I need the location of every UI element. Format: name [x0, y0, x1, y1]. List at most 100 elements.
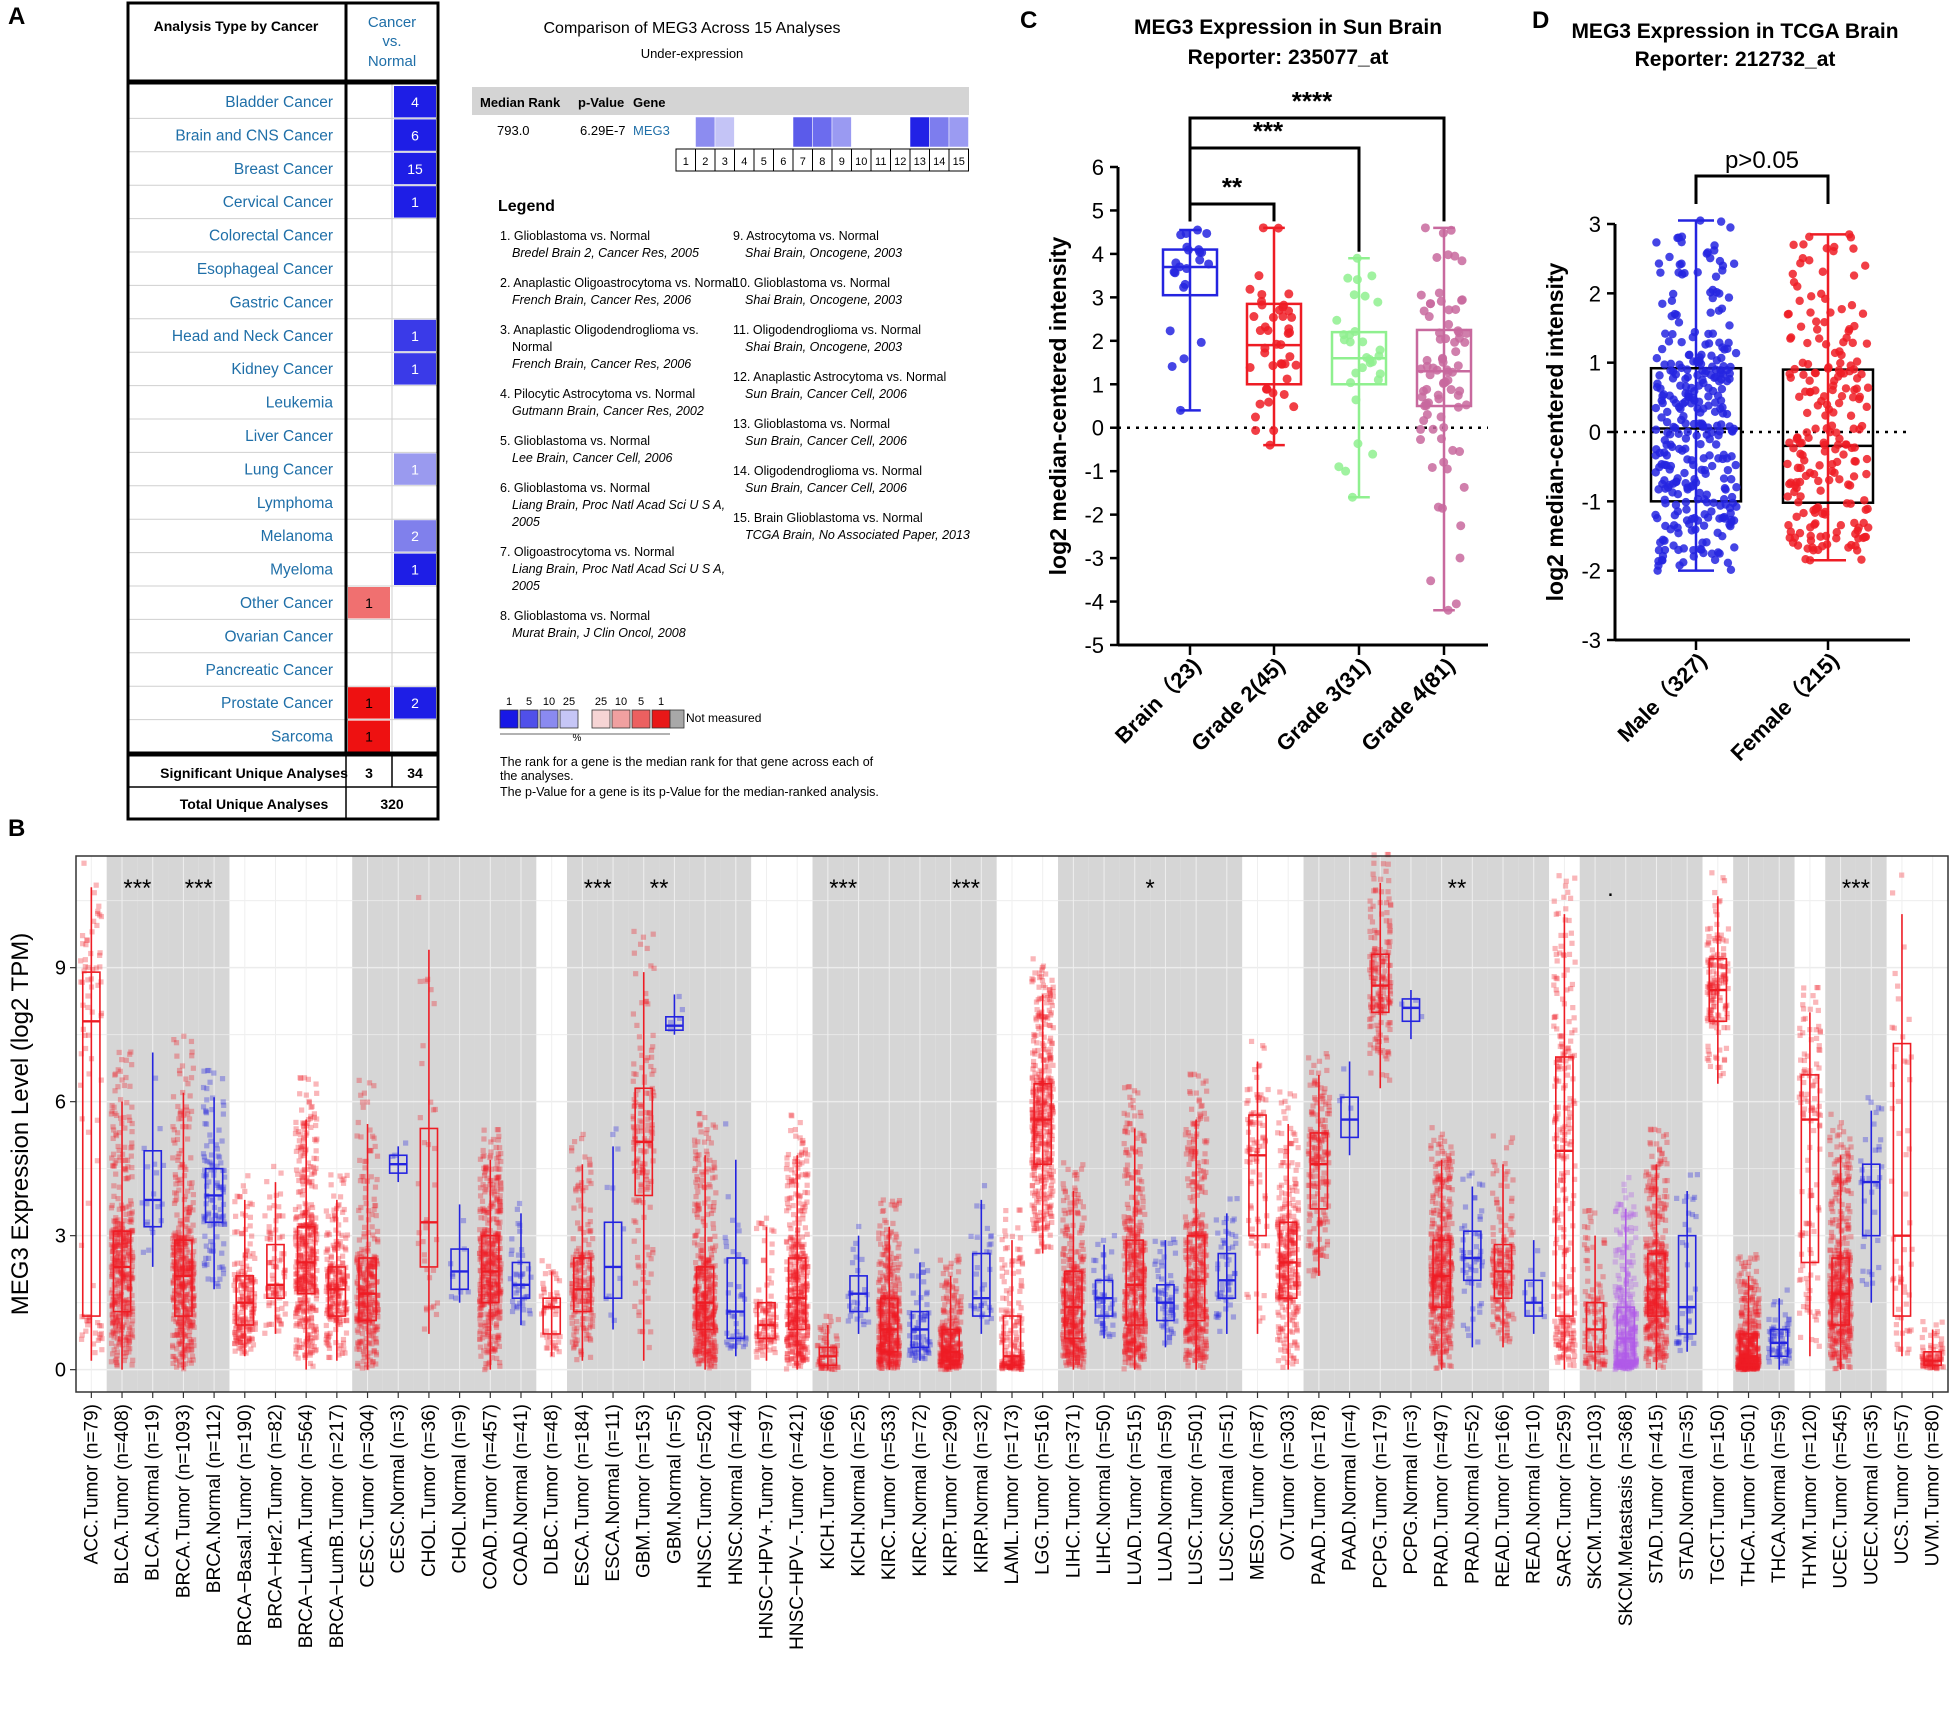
- gene-link[interactable]: MEG3: [633, 123, 670, 138]
- cancer-name[interactable]: Lung Cancer: [244, 461, 333, 478]
- sample-point: [638, 1110, 644, 1116]
- sample-point: [371, 1347, 377, 1354]
- sample-point: [218, 1221, 224, 1227]
- cancer-row[interactable]: Breast Cancer 15: [128, 152, 438, 186]
- sample-point: [362, 1195, 368, 1201]
- sample-point: [313, 1122, 319, 1129]
- sample-point: [266, 1321, 272, 1327]
- cancer-name[interactable]: Brain and CNS Cancer: [175, 127, 333, 144]
- sample-point: [354, 1313, 360, 1319]
- cancer-row[interactable]: Gastric Cancer: [128, 294, 438, 320]
- sample-point: [372, 1143, 378, 1150]
- cancer-row[interactable]: Lymphoma: [128, 495, 438, 520]
- data-point: [1690, 475, 1699, 484]
- sample-point: [175, 1240, 181, 1246]
- data-point: [1457, 295, 1467, 305]
- cancer-name[interactable]: Ovarian Cancer: [224, 628, 333, 645]
- cancer-row[interactable]: Myeloma 1: [128, 553, 438, 587]
- cancer-name[interactable]: Other Cancer: [240, 595, 333, 612]
- sample-point: [361, 1178, 367, 1184]
- cancer-name[interactable]: Head and Neck Cancer: [172, 328, 333, 345]
- cancer-row[interactable]: Cervical Cancer 1: [128, 186, 438, 220]
- sample-point: [344, 1306, 350, 1312]
- cancer-name[interactable]: Melanoma: [261, 528, 334, 545]
- cancer-row[interactable]: Bladder Cancer 4: [128, 86, 438, 119]
- cancer-name[interactable]: Kidney Cancer: [231, 361, 333, 378]
- sample-point: [174, 1346, 180, 1352]
- under-expression-cell[interactable]: [394, 687, 436, 719]
- sample-point: [85, 1318, 91, 1324]
- sample-point: [114, 1363, 120, 1369]
- cancer-name[interactable]: Sarcoma: [271, 729, 333, 746]
- cancer-row[interactable]: Other Cancer 1: [128, 587, 438, 620]
- under-expression-cell[interactable]: [394, 553, 436, 585]
- sample-point: [363, 1285, 369, 1292]
- cancer-name[interactable]: Leukemia: [266, 395, 334, 412]
- sample-point: [179, 1286, 185, 1292]
- sample-point: [491, 1263, 497, 1269]
- sample-point: [695, 1156, 701, 1163]
- over-expression-cell[interactable]: [348, 720, 390, 752]
- under-expression-cell[interactable]: [394, 319, 436, 352]
- cancer-row[interactable]: Leukemia: [128, 395, 438, 420]
- cancer-row[interactable]: Head and Neck Cancer 1: [128, 319, 438, 353]
- cancer-name[interactable]: Colorectal Cancer: [209, 228, 333, 245]
- cancer-name[interactable]: Pancreatic Cancer: [205, 662, 333, 679]
- under-expression-cell[interactable]: [394, 152, 436, 185]
- cancer-row[interactable]: Ovarian Cancer: [128, 628, 438, 654]
- sample-point: [306, 1232, 312, 1238]
- cancer-name[interactable]: Cervical Cancer: [223, 194, 333, 211]
- data-point: [1672, 477, 1681, 487]
- sample-point: [307, 1331, 313, 1338]
- cancer-row[interactable]: Lung Cancer 1: [128, 453, 438, 487]
- data-point: [1852, 384, 1861, 393]
- sample-point: [174, 1307, 180, 1313]
- cancer-name[interactable]: Lymphoma: [257, 495, 333, 512]
- under-expression-cell[interactable]: [394, 86, 436, 118]
- sample-point: [554, 1275, 560, 1282]
- under-expression-cell[interactable]: [394, 119, 436, 151]
- data-point: [1824, 363, 1833, 372]
- under-expression-cell[interactable]: [394, 520, 436, 552]
- cancer-row[interactable]: Esophageal Cancer: [128, 261, 438, 286]
- cancer-name[interactable]: Myeloma: [270, 562, 333, 579]
- sample-point: [489, 1296, 495, 1302]
- cancer-row[interactable]: Brain and CNS Cancer 6: [128, 119, 438, 153]
- under-expression-cell[interactable]: [394, 353, 436, 385]
- sample-point: [366, 1340, 373, 1346]
- sample-point: [183, 1243, 189, 1249]
- sample-point: [494, 1281, 500, 1287]
- sample-point: [279, 1305, 285, 1311]
- cancer-row[interactable]: Kidney Cancer 1: [128, 353, 438, 387]
- sample-point: [300, 1121, 307, 1127]
- sample-point: [604, 1184, 610, 1191]
- cancer-name[interactable]: Bladder Cancer: [225, 94, 333, 111]
- cancer-name[interactable]: Esophageal Cancer: [197, 261, 333, 278]
- sample-point: [712, 1124, 719, 1130]
- bracket-line: [1188, 202, 1276, 222]
- sample-point: [170, 1137, 177, 1143]
- sample-point: [308, 1272, 315, 1279]
- cancer-row[interactable]: Prostate Cancer 1 2: [128, 687, 438, 721]
- over-expression-cell[interactable]: [348, 687, 390, 719]
- sample-point: [712, 1348, 718, 1354]
- data-point: [1373, 375, 1383, 385]
- cancer-name[interactable]: Prostate Cancer: [221, 695, 333, 712]
- over-expression-cell[interactable]: [348, 587, 390, 619]
- sample-point: [494, 1209, 500, 1215]
- cancer-name[interactable]: Liver Cancer: [245, 428, 333, 445]
- under-expression-cell[interactable]: [394, 186, 436, 218]
- cancer-row[interactable]: Liver Cancer: [128, 428, 438, 453]
- sample-point: [295, 1306, 301, 1312]
- cancer-name[interactable]: Breast Cancer: [234, 161, 333, 178]
- cancer-row[interactable]: Colorectal Cancer: [128, 228, 438, 253]
- data-point: [1180, 279, 1190, 289]
- under-expression-cell[interactable]: [394, 453, 436, 485]
- sample-point: [246, 1266, 253, 1272]
- cancer-row[interactable]: Pancreatic Cancer: [128, 662, 438, 687]
- cancer-row[interactable]: Melanoma 2: [128, 520, 438, 554]
- legend-study-title: 7. Oligoastrocytoma vs. Normal: [500, 545, 674, 559]
- cancer-name[interactable]: Gastric Cancer: [230, 294, 333, 311]
- sample-point: [367, 1301, 373, 1308]
- chart-title: MEG3 Expression in TCGA Brain: [1571, 20, 1898, 43]
